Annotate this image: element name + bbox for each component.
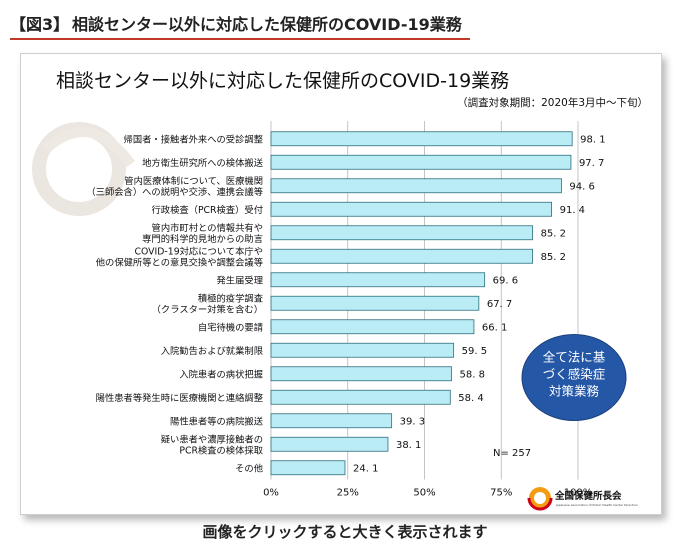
category-label: 帰国者・接触者外来への受診調整 bbox=[124, 133, 263, 145]
value-label: 85. 2 bbox=[541, 252, 566, 263]
value-label: 94. 6 bbox=[569, 181, 594, 192]
x-tick-label: 50% bbox=[413, 488, 435, 499]
association-logo: 全国保健所長会 Japanese Association of Public H… bbox=[527, 487, 638, 511]
figure-number: 【図3】 bbox=[10, 15, 70, 34]
bar bbox=[270, 460, 346, 476]
category-label: 地方衛生研究所への検体搬送 bbox=[142, 157, 264, 169]
category-label: 管内市町村との情報共有や専門的科学的見地からの助言 bbox=[142, 222, 263, 245]
logo-name: 全国保健所長会 bbox=[554, 490, 622, 502]
bar bbox=[270, 248, 533, 264]
bar bbox=[270, 413, 393, 429]
logo-english: Japanese Association of Public Health Ce… bbox=[555, 503, 638, 507]
x-tick-label: 100% bbox=[564, 488, 593, 499]
x-tick-label: 0% bbox=[263, 488, 279, 499]
value-label: 67. 7 bbox=[487, 299, 512, 310]
bars bbox=[270, 131, 573, 476]
bar bbox=[270, 154, 572, 170]
sample-size-label: N= 257 bbox=[493, 448, 531, 459]
bar bbox=[270, 319, 475, 335]
category-label: 陽性患者等の病院搬送 bbox=[170, 415, 264, 427]
category-label: 陽性患者等発生時に医療機関と連絡調整 bbox=[96, 392, 263, 404]
category-label: 行政検査（PCR検査）受付 bbox=[151, 204, 263, 216]
x-tick-labels: 0% 25% 50% 75% 100% bbox=[263, 488, 592, 499]
value-label: 91. 4 bbox=[560, 205, 585, 216]
image-caption: 画像をクリックすると大きく表示されます bbox=[202, 523, 488, 541]
bar bbox=[270, 201, 552, 217]
value-label: 97. 7 bbox=[579, 158, 604, 169]
chart-image-card[interactable]: 相談センター以外に対応した保健所のCOVID-19業務 （調査対象期間：2020… bbox=[20, 53, 662, 515]
category-label: 入院患者の病状把握 bbox=[179, 368, 263, 380]
value-label: 66. 1 bbox=[482, 322, 507, 333]
chart-title: 相談センター以外に対応した保健所のCOVID-19業務 bbox=[56, 70, 509, 92]
category-label: 疑い患者や濃厚接触者の PCR検査の検体採取 bbox=[161, 433, 263, 456]
callout: 全て法に基づく感染症対策業務 bbox=[521, 334, 627, 421]
value-label: 59. 5 bbox=[462, 346, 487, 357]
value-label: 39. 3 bbox=[400, 416, 425, 427]
value-label: 58. 8 bbox=[460, 369, 485, 380]
category-label: COVID-19対応について本庁や他の保健所等との意見交換や調整会議等 bbox=[96, 245, 263, 268]
value-label: 58. 4 bbox=[458, 393, 483, 404]
value-label: 85. 2 bbox=[541, 228, 566, 239]
bar bbox=[270, 436, 389, 452]
bar bbox=[270, 272, 486, 288]
bar bbox=[270, 225, 533, 241]
value-labels: 98. 1 97. 7 94. 6 91. 4 85. 2 85. 2 69. 6 67. 7… bbox=[353, 134, 606, 474]
category-label: 入院勧告および就業制限 bbox=[161, 345, 263, 357]
callout-bubble bbox=[521, 334, 627, 421]
category-label: 自宅待機の要請 bbox=[198, 321, 263, 333]
value-label: 98. 1 bbox=[580, 134, 605, 145]
callout-text: 全て法に基づく感染症対策業務 bbox=[543, 350, 606, 399]
x-tick-label: 25% bbox=[337, 488, 359, 499]
chart-svg: 相談センター以外に対応した保健所のCOVID-19業務 （調査対象期間：2020… bbox=[32, 70, 648, 511]
bar bbox=[270, 295, 480, 311]
x-tick-label: 75% bbox=[490, 488, 512, 499]
category-label: 発生届受理 bbox=[217, 274, 264, 286]
category-label: その他 bbox=[235, 462, 263, 474]
bar bbox=[270, 342, 455, 358]
watermark-swirl bbox=[32, 122, 136, 216]
bar bbox=[270, 131, 573, 147]
category-label: 積極的疫学調査（クラスター対策を含む） bbox=[152, 292, 263, 315]
bar bbox=[270, 366, 452, 382]
figure-heading: 【図3】 相談センター以外に対応した保健所のCOVID-19業務 bbox=[10, 8, 470, 40]
value-label: 69. 6 bbox=[493, 275, 518, 286]
value-label: 38. 1 bbox=[396, 440, 421, 451]
jphca-logo-icon bbox=[527, 487, 553, 511]
category-labels: 帰国者・接触者外来への受診調整地方衛生研究所への検体搬送管内医療体制について、医… bbox=[86, 133, 263, 474]
figure-title: 相談センター以外に対応した保健所のCOVID-19業務 bbox=[72, 15, 462, 34]
chart-subtitle: （調査対象期間：2020年3月中～下旬） bbox=[457, 96, 648, 109]
category-label: 管内医療体制について、医療機関（三師会含）への説明や交渉、連携会議等 bbox=[86, 175, 263, 198]
bar bbox=[270, 389, 451, 405]
bar bbox=[270, 178, 562, 194]
value-label: 24. 1 bbox=[353, 463, 378, 474]
